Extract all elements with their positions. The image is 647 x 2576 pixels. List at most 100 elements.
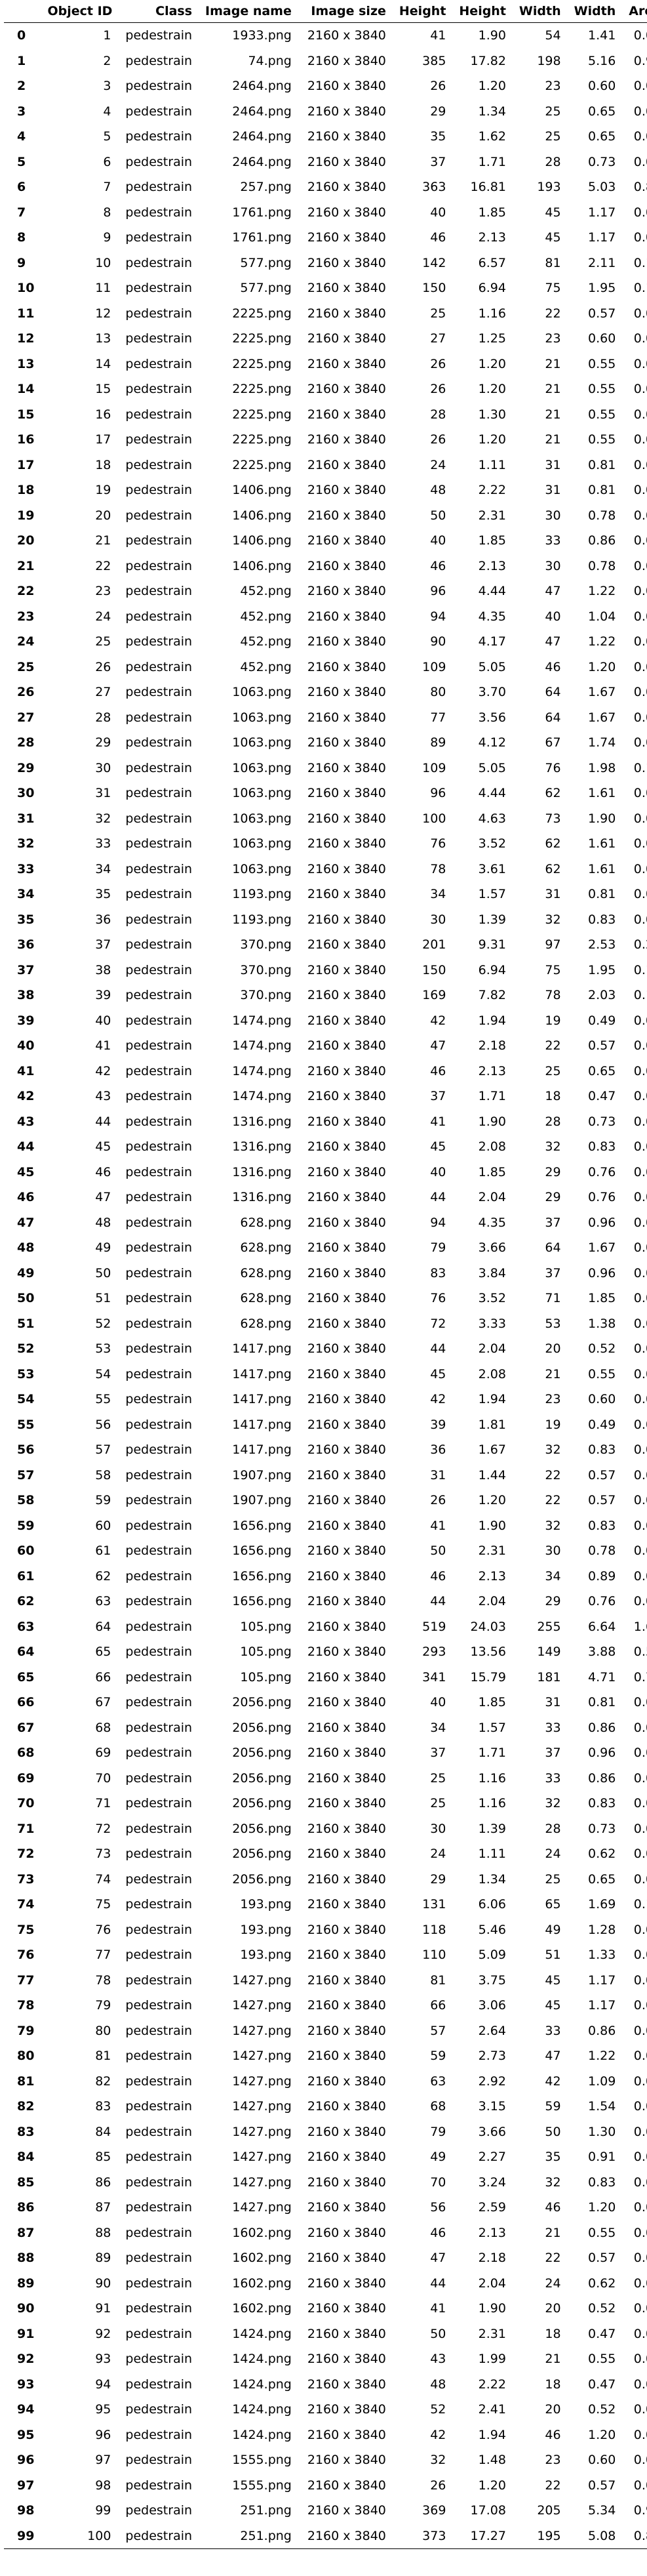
- cell-width-pct: 0.73: [587, 1114, 616, 1129]
- cell-object-id: 69: [95, 1746, 111, 1760]
- cell-width-pct: 0.76: [587, 1190, 616, 1204]
- cell-width-pct: 1.20: [587, 659, 616, 674]
- cell-image-name: 370.png: [240, 988, 292, 1002]
- cell-area: 0.06: [633, 1240, 647, 1255]
- cell-index: 97: [17, 2478, 35, 2493]
- cell-index: 23: [17, 609, 35, 624]
- table-row: 4 5 pedestrain 2464.png 2160 x 3840 35 1.62 25 0…: [4, 124, 647, 150]
- cell-area: 0.01: [633, 2478, 647, 2493]
- cell-image-name: 1933.png: [232, 28, 292, 43]
- column-header-class: Class: [119, 0, 199, 23]
- cell-area: 0.02: [633, 2150, 647, 2164]
- cell-height-px: 45: [430, 1139, 446, 1154]
- cell-index: 48: [17, 1240, 35, 1255]
- table-row: 54 55 pedestrain 1417.png 2160 x 3840 42 1.94 2…: [4, 1387, 647, 1412]
- cell-image-name: 628.png: [240, 1291, 292, 1305]
- cell-width-pct: 0.60: [587, 79, 616, 93]
- cell-height-pct: 1.39: [478, 912, 506, 927]
- cell-image-size: 2160 x 3840: [307, 1442, 386, 1457]
- cell-image-name: 1474.png: [232, 1089, 292, 1103]
- cell-width-px: 67: [545, 735, 561, 750]
- cell-image-size: 2160 x 3840: [307, 735, 386, 750]
- table-row: 82 83 pedestrain 1427.png 2160 x 3840 68 3.15 5…: [4, 2094, 647, 2119]
- cell-image-size: 2160 x 3840: [307, 104, 386, 119]
- cell-height-pct: 3.24: [478, 2175, 506, 2190]
- cell-image-size: 2160 x 3840: [307, 1467, 386, 1482]
- cell-image-size: 2160 x 3840: [307, 2200, 386, 2215]
- cell-index: 69: [17, 1770, 35, 1786]
- cell-area: 0.16: [633, 988, 647, 1002]
- cell-image-name: 1474.png: [232, 1063, 292, 1078]
- cell-height-pct: 5.05: [478, 760, 506, 775]
- cell-image-size: 2160 x 3840: [307, 154, 386, 169]
- cell-image-size: 2160 x 3840: [307, 1948, 386, 1962]
- cell-image-size: 2160 x 3840: [307, 1973, 386, 1988]
- cell-height-pct: 4.12: [478, 735, 506, 750]
- cell-class: pedestrain: [125, 2427, 193, 2442]
- cell-class: pedestrain: [125, 1568, 193, 1584]
- cell-area: 0.84: [633, 180, 647, 194]
- cell-object-id: 60: [95, 1518, 111, 1533]
- cell-height-px: 35: [430, 129, 446, 144]
- cell-index: 21: [17, 558, 35, 573]
- cell-image-size: 2160 x 3840: [307, 1897, 386, 1912]
- cell-index: 18: [17, 483, 35, 497]
- cell-width-px: 18: [545, 2326, 561, 2341]
- table-row: 96 97 pedestrain 1555.png 2160 x 3840 32 1.48 2…: [4, 2447, 647, 2473]
- table-row: 27 28 pedestrain 1063.png 2160 x 3840 77 3.56 6…: [4, 705, 647, 731]
- table-row: 77 78 pedestrain 1427.png 2160 x 3840 81 3.75 4…: [4, 1968, 647, 1993]
- cell-width-px: 25: [545, 1871, 561, 1887]
- cell-class: pedestrain: [125, 1366, 193, 1381]
- cell-object-id: 71: [95, 1796, 111, 1810]
- cell-image-size: 2160 x 3840: [307, 887, 386, 901]
- cell-object-id: 6: [103, 154, 111, 169]
- cell-index: 16: [17, 432, 35, 447]
- cell-image-name: 1907.png: [232, 1493, 292, 1507]
- cell-width-px: 29: [545, 1594, 561, 1608]
- table-row: 89 90 pedestrain 1602.png 2160 x 3840 44 2.04 2…: [4, 2271, 647, 2297]
- table-row: 29 30 pedestrain 1063.png 2160 x 3840 109 5.05…: [4, 756, 647, 781]
- cell-area: 0.53: [633, 1645, 647, 1659]
- cell-width-px: 195: [537, 2528, 561, 2543]
- cell-width-pct: 0.60: [587, 1392, 616, 1406]
- cell-width-px: 51: [545, 1948, 561, 1962]
- cell-class: pedestrain: [125, 2023, 193, 2038]
- cell-index: 45: [17, 1164, 35, 1179]
- cell-height-pct: 1.44: [478, 1467, 506, 1482]
- cell-index: 49: [17, 1265, 35, 1280]
- cell-width-px: 23: [545, 79, 561, 93]
- cell-object-id: 67: [95, 1695, 111, 1709]
- cell-height-px: 150: [422, 281, 446, 295]
- cell-width-pct: 0.86: [587, 2023, 616, 2038]
- cell-width-pct: 0.55: [587, 382, 616, 396]
- cell-class: pedestrain: [125, 28, 193, 43]
- cell-height-px: 42: [430, 1392, 446, 1406]
- cell-class: pedestrain: [125, 1467, 193, 1482]
- cell-object-id: 61: [95, 1544, 111, 1558]
- cell-height-pct: 5.09: [478, 1948, 506, 1962]
- cell-index: 68: [17, 1746, 35, 1760]
- cell-object-id: 26: [95, 659, 111, 674]
- cell-width-pct: 0.78: [587, 508, 616, 523]
- cell-object-id: 57: [95, 1442, 111, 1457]
- cell-image-name: 2056.png: [232, 1871, 292, 1887]
- cell-index: 25: [17, 659, 35, 674]
- cell-width-pct: 1.22: [587, 634, 616, 649]
- table-row: 63 64 pedestrain 105.png 2160 x 3840 519 24.03…: [4, 1614, 647, 1640]
- cell-width-pct: 0.83: [587, 1442, 616, 1457]
- cell-object-id: 24: [95, 609, 111, 624]
- cell-width-px: 78: [545, 988, 561, 1002]
- cell-height-pct: 2.13: [478, 1063, 506, 1078]
- cell-object-id: 1: [103, 28, 111, 43]
- cell-height-pct: 15.79: [470, 1669, 506, 1685]
- cell-index: 92: [17, 2352, 35, 2366]
- cell-area: 0.01: [633, 1366, 647, 1381]
- cell-width-pct: 0.89: [587, 1568, 616, 1584]
- cell-image-size: 2160 x 3840: [307, 1392, 386, 1406]
- cell-class: pedestrain: [125, 1821, 193, 1836]
- cell-image-name: 1474.png: [232, 1038, 292, 1053]
- cell-area: 0.01: [633, 2301, 647, 2316]
- cell-index: 35: [17, 912, 35, 927]
- cell-height-px: 96: [430, 584, 446, 598]
- cell-height-px: 29: [430, 1871, 446, 1887]
